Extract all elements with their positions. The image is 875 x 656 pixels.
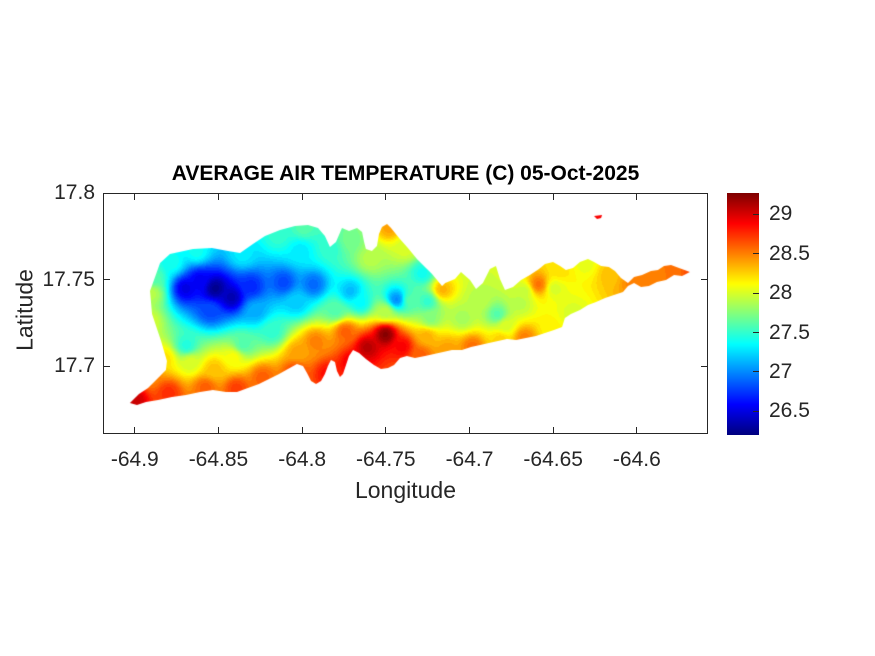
- colorbar-tick: [753, 253, 759, 255]
- x-tick-top: [134, 194, 136, 200]
- colorbar-tick-label: 27.5: [769, 320, 810, 344]
- x-tick-top: [385, 194, 387, 200]
- colorbar-tick-label: 27: [769, 359, 793, 383]
- y-tick-right: [701, 192, 707, 194]
- plot-title: AVERAGE AIR TEMPERATURE (C) 05-Oct-2025: [171, 162, 640, 185]
- y-tick-right: [701, 365, 707, 367]
- x-tick: [217, 427, 219, 433]
- x-tick: [552, 427, 554, 433]
- x-tick-top: [301, 194, 303, 200]
- y-tick: [104, 365, 110, 367]
- x-tick-top: [217, 194, 219, 200]
- colorbar-tick-label: 26.5: [769, 399, 810, 423]
- x-tick-label: -64.65: [523, 448, 583, 471]
- colorbar-tick: [753, 292, 759, 294]
- colorbar-tick: [753, 213, 759, 215]
- colorbar-gradient: [727, 193, 759, 435]
- colorbar-tick: [753, 332, 759, 334]
- x-tick: [469, 427, 470, 433]
- x-tick: [636, 427, 638, 433]
- temperature-field-canvas: [103, 193, 708, 434]
- colorbar-tick-label: 29: [769, 202, 793, 226]
- x-tick: [301, 427, 303, 433]
- y-tick: [104, 279, 110, 281]
- x-tick-label: -64.85: [188, 448, 249, 471]
- x-tick-label: -64.6: [612, 448, 661, 471]
- x-tick: [134, 427, 136, 433]
- y-tick-label: 17.8: [54, 181, 95, 204]
- y-tick-label: 17.7: [54, 354, 95, 378]
- y-tick-label: 17.75: [42, 267, 95, 291]
- x-tick-top: [636, 194, 638, 200]
- x-tick-top: [469, 194, 470, 200]
- x-tick-label: -64.7: [445, 448, 494, 471]
- y-tick: [104, 192, 110, 194]
- y-axis-label: Latitude: [11, 269, 38, 351]
- x-tick-label: -64.9: [110, 448, 159, 471]
- colorbar-tick-label: 28.5: [769, 241, 810, 265]
- x-tick-top: [552, 194, 554, 200]
- x-axis-label: Longitude: [354, 477, 457, 503]
- y-tick-right: [701, 279, 707, 281]
- colorbar-tick-label: 28: [769, 281, 793, 305]
- x-tick-label: -64.8: [278, 448, 327, 471]
- colorbar-tick: [753, 410, 759, 412]
- colorbar-tick: [753, 371, 759, 373]
- x-tick: [385, 427, 387, 433]
- x-tick-label: -64.75: [356, 448, 416, 471]
